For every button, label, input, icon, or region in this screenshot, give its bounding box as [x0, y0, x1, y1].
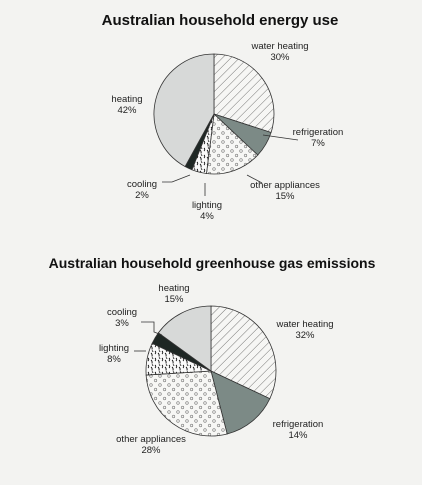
- pie-slice-water-heating: [210, 305, 277, 400]
- slice-value-heating: 42%: [117, 105, 137, 116]
- chart-title: Australian household greenhouse gas emis…: [49, 255, 376, 271]
- leader-line-cooling: [141, 321, 163, 336]
- slice-value-heating: 15%: [164, 294, 184, 305]
- slice-value-other-appliances: 28%: [141, 445, 161, 456]
- slice-label-heating: heating: [158, 283, 189, 294]
- pie-slice-water-heating: [213, 53, 275, 134]
- slice-label-lighting: lighting: [99, 343, 129, 354]
- pie-slice-heating: [153, 53, 215, 168]
- slice-label-cooling: cooling: [107, 307, 137, 318]
- energy-use-pie: [153, 53, 275, 175]
- slice-value-water-heating: 32%: [295, 330, 315, 341]
- energy-use-chart: Australian household energy use water he…: [102, 12, 344, 222]
- slice-value-refrigeration: 14%: [288, 430, 308, 441]
- slice-label-heating: heating: [111, 94, 142, 105]
- pie-slice-other-appliances: [145, 370, 228, 437]
- slice-value-lighting: 8%: [107, 354, 121, 365]
- slice-label-water-heating: water heating: [275, 319, 333, 330]
- slice-label-cooling: cooling: [127, 179, 157, 190]
- pie-slice-heating: [157, 305, 212, 372]
- leader-line-other-appliances: [246, 174, 263, 184]
- slice-label-lighting: lighting: [192, 200, 222, 211]
- pie-slice-refrigeration: [210, 370, 271, 435]
- slice-label-water-heating: water heating: [250, 41, 308, 52]
- slice-value-other-appliances: 15%: [275, 191, 295, 202]
- slice-label-refrigeration: refrigeration: [293, 127, 344, 138]
- leader-line-cooling: [162, 174, 191, 183]
- slice-value-water-heating: 30%: [270, 52, 290, 63]
- slice-value-cooling: 3%: [115, 318, 129, 329]
- slice-label-other-appliances: other appliances: [250, 180, 320, 191]
- slice-label-other-appliances: other appliances: [116, 434, 186, 445]
- slice-value-cooling: 2%: [135, 190, 149, 201]
- slice-value-refrigeration: 7%: [311, 138, 325, 149]
- emissions-chart: Australian household greenhouse gas emis…: [49, 255, 376, 456]
- emissions-pie: [145, 305, 277, 437]
- slice-label-refrigeration: refrigeration: [273, 419, 324, 430]
- slice-value-lighting: 4%: [200, 211, 214, 222]
- chart-title: Australian household energy use: [102, 12, 339, 29]
- pie-slice-other-appliances: [206, 113, 259, 175]
- leader-line-refrigeration: [262, 134, 299, 141]
